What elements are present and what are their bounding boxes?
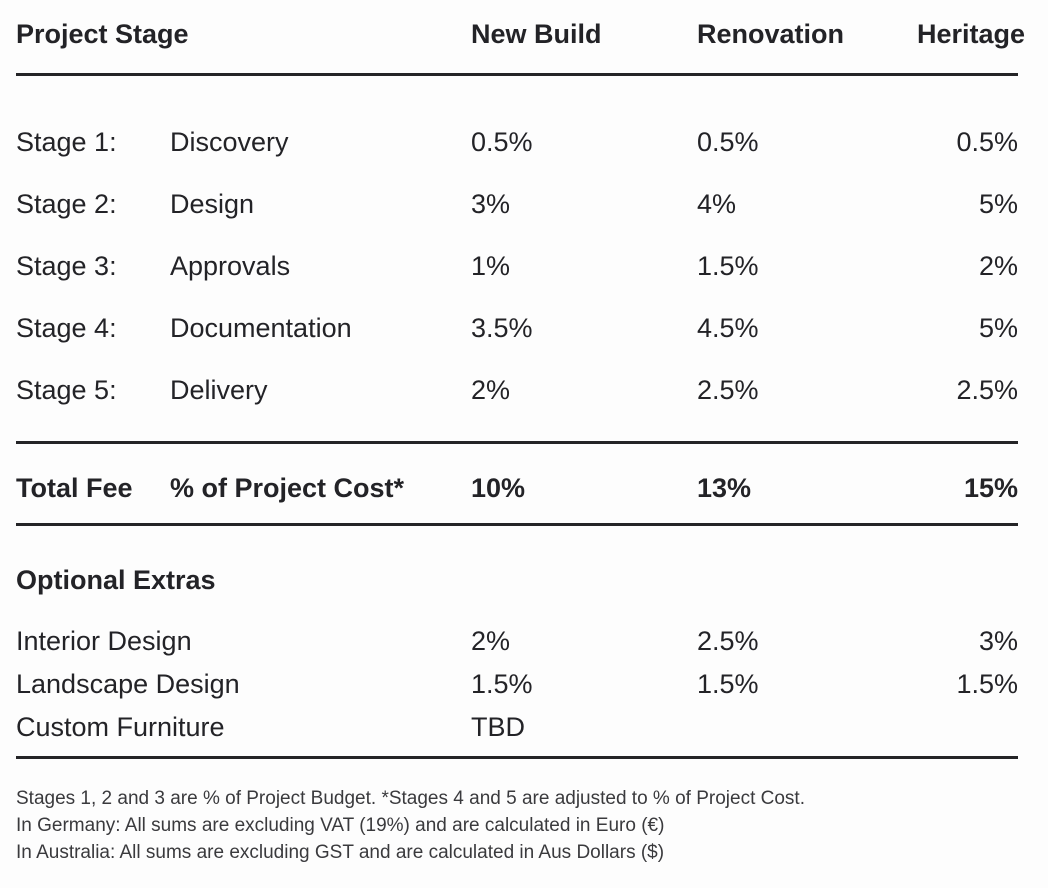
extra-name: Custom Furniture bbox=[16, 712, 225, 742]
total-renovation-value: 13% bbox=[697, 473, 752, 503]
stage-label: Stage 2: bbox=[16, 189, 117, 219]
stage-label: Stage 4: bbox=[16, 313, 117, 343]
total-heritage-value: 15% bbox=[963, 473, 1018, 503]
stage-renovation-value: 0.5% bbox=[697, 127, 759, 157]
extra-renovation-value: 2.5% bbox=[697, 626, 759, 656]
extra-heritage-value: 1.5% bbox=[956, 669, 1018, 699]
table-row-landscape-design: Landscape Design 1.5% 1.5% 1.5% bbox=[16, 670, 1018, 698]
stage-heritage-value: 5% bbox=[978, 313, 1018, 343]
footnote-stage-basis: Stages 1, 2 and 3 are % of Project Budge… bbox=[16, 788, 805, 809]
extra-renovation-value: 1.5% bbox=[697, 669, 759, 699]
footnote-australia-gst: In Australia: All sums are excluding GST… bbox=[16, 842, 665, 863]
table-row-stage-4: Stage 4: Documentation 3.5% 4.5% 5% bbox=[16, 314, 1018, 342]
table-row-custom-furniture: Custom Furniture TBD bbox=[16, 713, 1018, 741]
stage-renovation-value: 4% bbox=[697, 189, 737, 219]
table-row-interior-design: Interior Design 2% 2.5% 3% bbox=[16, 627, 1018, 655]
extra-new-build-value: TBD bbox=[471, 712, 525, 742]
table-row-stage-5: Stage 5: Delivery 2% 2.5% 2.5% bbox=[16, 376, 1018, 404]
stage-new-build-value: 3.5% bbox=[471, 313, 533, 343]
stage-heritage-value: 0.5% bbox=[956, 127, 1018, 157]
stage-label: Stage 5: bbox=[16, 375, 117, 405]
stage-label: Stage 3: bbox=[16, 251, 117, 281]
total-new-build-value: 10% bbox=[471, 473, 526, 503]
column-header-renovation: Renovation bbox=[697, 19, 845, 49]
divider-below-total bbox=[16, 523, 1018, 526]
stage-name: Approvals bbox=[170, 251, 291, 281]
column-header-new-build: New Build bbox=[471, 19, 602, 49]
stage-name: Design bbox=[170, 189, 255, 219]
stage-name: Documentation bbox=[170, 313, 352, 343]
stage-new-build-value: 0.5% bbox=[471, 127, 533, 157]
table-header-row: Project Stage New Build Renovation Herit… bbox=[16, 18, 1025, 51]
stage-new-build-value: 3% bbox=[471, 189, 511, 219]
stage-new-build-value: 1% bbox=[471, 251, 511, 281]
stage-new-build-value: 2% bbox=[471, 375, 511, 405]
stage-heritage-value: 5% bbox=[978, 189, 1018, 219]
extra-new-build-value: 2% bbox=[471, 626, 511, 656]
footnote-germany-vat: In Germany: All sums are excluding VAT (… bbox=[16, 815, 665, 836]
footnotes: Stages 1, 2 and 3 are % of Project Budge… bbox=[16, 785, 1018, 866]
divider-above-footnotes bbox=[16, 756, 1018, 759]
extra-name: Interior Design bbox=[16, 626, 192, 656]
table-row-stage-2: Stage 2: Design 3% 4% 5% bbox=[16, 190, 1018, 218]
stage-renovation-value: 4.5% bbox=[697, 313, 759, 343]
divider-header bbox=[16, 73, 1018, 76]
table-row-stage-3: Stage 3: Approvals 1% 1.5% 2% bbox=[16, 252, 1018, 280]
extra-name: Landscape Design bbox=[16, 669, 240, 699]
stage-label: Stage 1: bbox=[16, 127, 117, 157]
stage-heritage-value: 2% bbox=[978, 251, 1018, 281]
extra-new-build-value: 1.5% bbox=[471, 669, 533, 699]
stage-rows: Stage 1: Discovery 0.5% 0.5% 0.5% Stage … bbox=[16, 128, 1018, 404]
total-fee-label: Total Fee bbox=[16, 473, 133, 503]
table-row-total-fee: Total Fee % of Project Cost* 10% 13% 15% bbox=[16, 474, 1018, 502]
stage-renovation-value: 2.5% bbox=[697, 375, 759, 405]
stage-renovation-value: 1.5% bbox=[697, 251, 759, 281]
optional-extras-title: Optional Extras bbox=[16, 565, 216, 595]
stage-name: Discovery bbox=[170, 127, 289, 157]
divider-above-total bbox=[16, 441, 1018, 444]
table-row-stage-1: Stage 1: Discovery 0.5% 0.5% 0.5% bbox=[16, 128, 1018, 156]
stage-name: Delivery bbox=[170, 375, 268, 405]
extra-heritage-value: 3% bbox=[978, 626, 1018, 656]
stage-heritage-value: 2.5% bbox=[956, 375, 1018, 405]
column-header-project-stage: Project Stage bbox=[16, 19, 189, 49]
column-header-heritage: Heritage bbox=[917, 19, 1026, 49]
total-fee-basis: % of Project Cost* bbox=[170, 473, 405, 503]
